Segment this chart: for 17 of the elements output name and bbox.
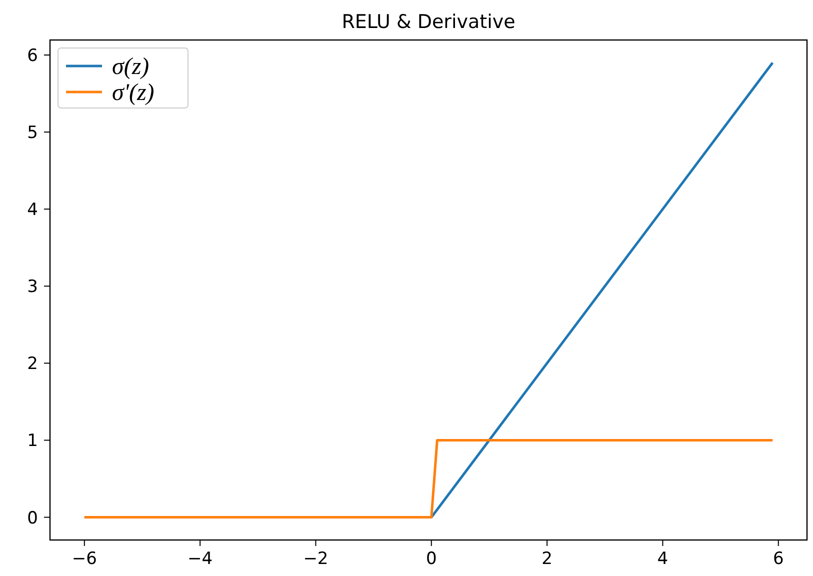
x-tick-label: 2 bbox=[542, 549, 552, 569]
x-tick-label: 4 bbox=[657, 549, 668, 569]
legend-label: σ'(z) bbox=[112, 80, 154, 106]
y-tick-label: 0 bbox=[27, 508, 38, 528]
x-tick-label: 6 bbox=[772, 549, 784, 569]
x-tick-label: 0 bbox=[426, 549, 437, 569]
y-tick-label: 3 bbox=[27, 277, 38, 298]
x-tick-label: −4 bbox=[188, 549, 213, 569]
y-tick-label: 2 bbox=[27, 354, 38, 374]
y-tick-label: 6 bbox=[27, 46, 38, 66]
y-tick-label: 1 bbox=[27, 431, 38, 452]
y-tick-label: 4 bbox=[27, 200, 38, 220]
y-tick-label: 5 bbox=[27, 123, 38, 144]
legend-label: σ(z) bbox=[112, 54, 150, 80]
x-tick-label: −6 bbox=[72, 549, 97, 569]
x-tick-label: −2 bbox=[303, 549, 328, 569]
chart-title: RELU & Derivative bbox=[342, 11, 516, 33]
